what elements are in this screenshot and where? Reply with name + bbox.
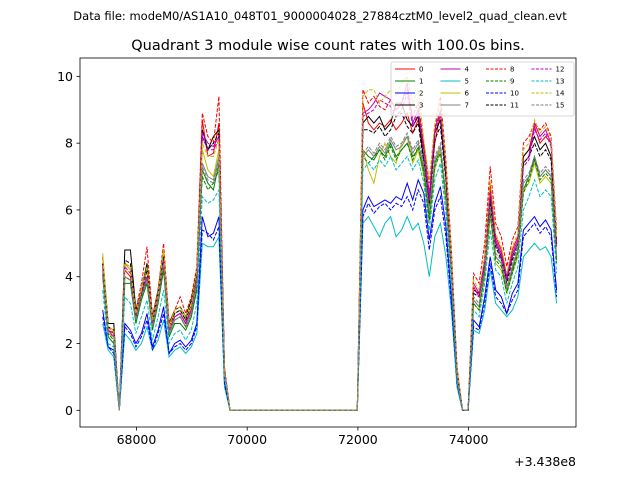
legend-label-10: 10: [510, 90, 519, 98]
legend-label-7: 7: [465, 102, 469, 110]
chart-title: Quadrant 3 module wise count rates with …: [131, 38, 525, 54]
legend-label-2: 2: [419, 90, 423, 98]
legend-label-11: 11: [510, 102, 519, 110]
legend-label-6: 6: [465, 90, 470, 98]
series-line-15: [102, 131, 558, 411]
series-line-13: [102, 155, 558, 411]
legend-label-8: 8: [510, 66, 514, 74]
y-tick-label: 4: [65, 269, 73, 284]
legend-label-5: 5: [465, 78, 469, 86]
x-tick-label: 74000: [449, 432, 489, 447]
legend-label-15: 15: [556, 102, 565, 110]
figure-suptitle: Data file: modeM0/AS1A10_048T01_90000040…: [73, 9, 567, 23]
legend-label-9: 9: [510, 78, 514, 86]
legend-label-1: 1: [419, 78, 423, 86]
legend-label-13: 13: [556, 78, 565, 86]
y-tick-label: 6: [65, 202, 73, 217]
legend-label-4: 4: [465, 66, 470, 74]
y-tick-label: 10: [57, 69, 73, 84]
legend-box: [390, 61, 575, 117]
axes-frame: [79, 57, 577, 428]
legend-label-12: 12: [556, 66, 565, 74]
legend-label-0: 0: [419, 66, 423, 74]
x-offset-label: +3.438e8: [514, 454, 576, 469]
y-tick-label: 8: [65, 136, 73, 151]
series-line-14: [102, 75, 558, 411]
y-tick-label: 0: [65, 403, 73, 418]
x-tick-label: 70000: [227, 432, 267, 447]
x-tick-label: 72000: [338, 432, 378, 447]
x-tick-label: 68000: [117, 432, 157, 447]
legend-label-14: 14: [556, 90, 565, 98]
y-tick-label: 2: [65, 336, 73, 351]
legend-label-3: 3: [419, 102, 423, 110]
